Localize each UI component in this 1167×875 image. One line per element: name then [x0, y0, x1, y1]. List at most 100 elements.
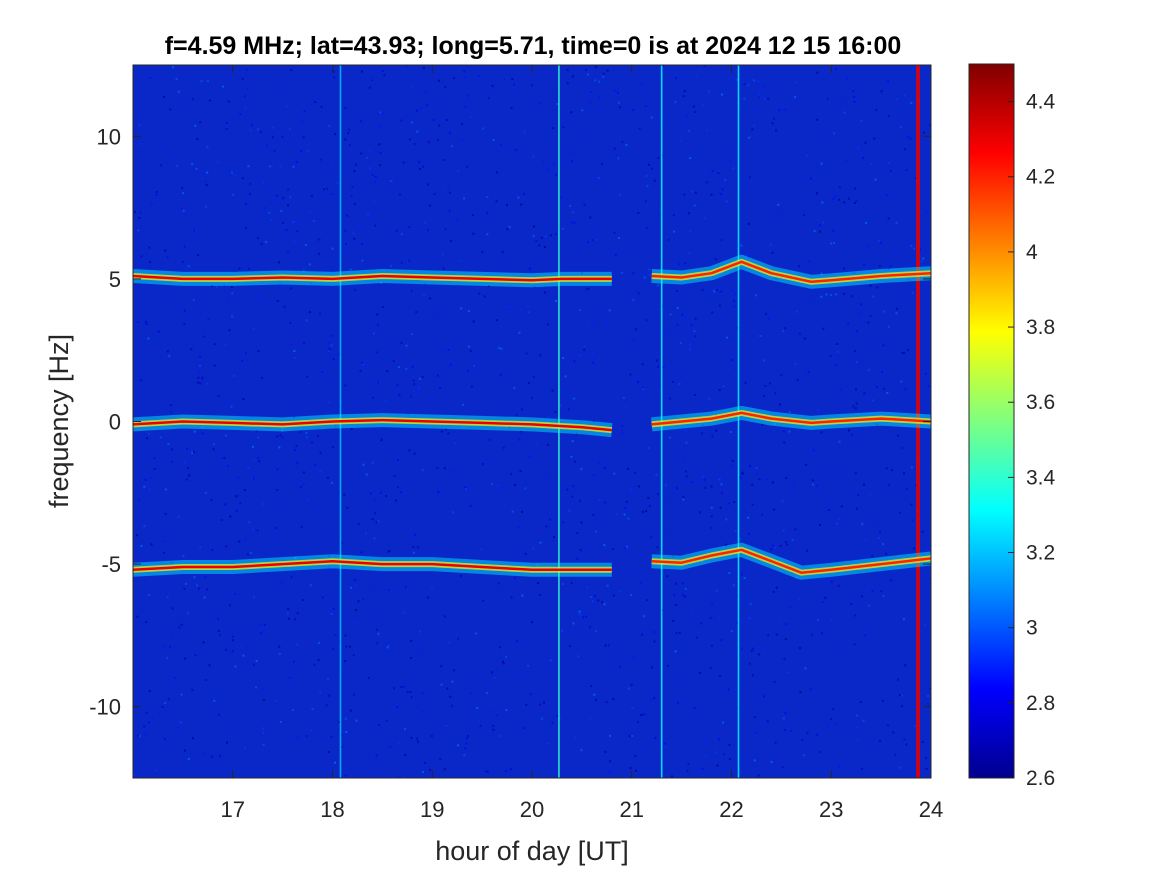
noise-speck: [159, 436, 162, 439]
noise-speck: [212, 448, 215, 451]
noise-speck: [225, 648, 227, 651]
noise-speck: [436, 467, 439, 470]
noise-speck: [295, 222, 298, 225]
noise-speck: [621, 425, 624, 428]
noise-speck: [819, 524, 821, 527]
noise-speck: [643, 276, 646, 279]
noise-speck: [622, 397, 625, 399]
noise-speck: [689, 343, 692, 346]
noise-speck: [689, 230, 692, 233]
noise-speck: [476, 683, 479, 686]
noise-speck: [353, 170, 356, 172]
noise-speck: [304, 244, 307, 246]
noise-speck: [839, 388, 842, 391]
noise-speck: [657, 157, 660, 159]
noise-speck: [463, 197, 466, 200]
noise-speck: [421, 771, 424, 774]
noise-speck: [332, 567, 335, 569]
noise-speck: [764, 385, 767, 387]
noise-speck: [359, 120, 362, 123]
noise-speck: [645, 174, 648, 177]
noise-speck: [823, 471, 826, 474]
noise-speck: [854, 407, 857, 410]
noise-speck: [720, 93, 723, 96]
noise-speck: [553, 536, 555, 539]
noise-speck: [773, 117, 776, 120]
noise-speck: [795, 310, 798, 313]
noise-speck: [255, 686, 258, 689]
noise-speck: [887, 217, 890, 220]
noise-speck: [775, 633, 778, 636]
noise-speck: [822, 221, 825, 224]
noise-speck: [302, 342, 305, 345]
noise-speck: [784, 637, 787, 640]
noise-speck: [899, 126, 902, 128]
noise-speck: [887, 80, 890, 83]
noise-speck: [373, 200, 376, 203]
noise-speck: [396, 706, 399, 709]
noise-speck: [392, 360, 395, 363]
noise-speck: [487, 97, 490, 99]
noise-speck: [903, 148, 906, 151]
noise-speck: [482, 127, 485, 130]
noise-speck: [789, 606, 792, 609]
noise-speck: [352, 693, 355, 696]
noise-speck: [725, 200, 728, 203]
noise-speck: [231, 315, 234, 318]
noise-speck: [720, 639, 723, 642]
noise-speck: [417, 161, 420, 163]
noise-speck: [293, 357, 296, 359]
noise-speck: [751, 503, 754, 506]
noise-speck: [344, 774, 347, 777]
noise-speck: [555, 565, 557, 568]
noise-speck: [925, 372, 927, 375]
noise-speck: [732, 167, 735, 170]
trace-line: [133, 418, 612, 432]
noise-speck: [421, 469, 424, 472]
noise-speck: [155, 191, 158, 193]
noise-speck: [287, 204, 290, 207]
noise-speck: [590, 685, 593, 688]
noise-speck: [704, 486, 707, 489]
noise-speck: [656, 546, 659, 549]
noise-speck: [449, 661, 451, 663]
noise-speck: [473, 714, 476, 717]
noise-speck: [698, 672, 701, 675]
noise-speck: [381, 112, 384, 115]
noise-speck: [604, 324, 607, 327]
noise-speck: [831, 643, 834, 646]
noise-speck: [422, 67, 425, 70]
noise-speck: [200, 80, 203, 83]
noise-speck: [880, 241, 883, 244]
noise-speck: [555, 173, 558, 176]
noise-speck: [180, 693, 183, 696]
noise-speck: [902, 292, 905, 295]
noise-speck: [262, 731, 265, 734]
noise-speck: [625, 500, 628, 503]
noise-speck: [854, 614, 857, 617]
noise-speck: [812, 483, 814, 486]
noise-speck: [857, 494, 860, 496]
noise-speck: [199, 364, 201, 367]
noise-speck: [360, 224, 363, 226]
noise-speck: [218, 755, 221, 758]
noise-speck: [416, 740, 419, 743]
noise-speck: [397, 776, 399, 778]
noise-speck: [328, 694, 330, 697]
noise-speck: [804, 667, 807, 670]
noise-speck: [824, 596, 827, 599]
noise-speck: [353, 202, 356, 205]
noise-speck: [388, 550, 391, 552]
noise-speck: [869, 493, 872, 496]
noise-speck: [145, 621, 148, 623]
noise-speck: [234, 174, 237, 177]
noise-speck: [577, 655, 580, 658]
noise-speck: [365, 473, 368, 476]
noise-speck: [523, 130, 526, 133]
noise-speck: [389, 745, 392, 748]
noise-speck: [784, 541, 787, 543]
noise-speck: [735, 78, 738, 81]
noise-speck: [397, 459, 399, 462]
noise-speck: [223, 457, 226, 460]
noise-speck: [305, 431, 308, 434]
